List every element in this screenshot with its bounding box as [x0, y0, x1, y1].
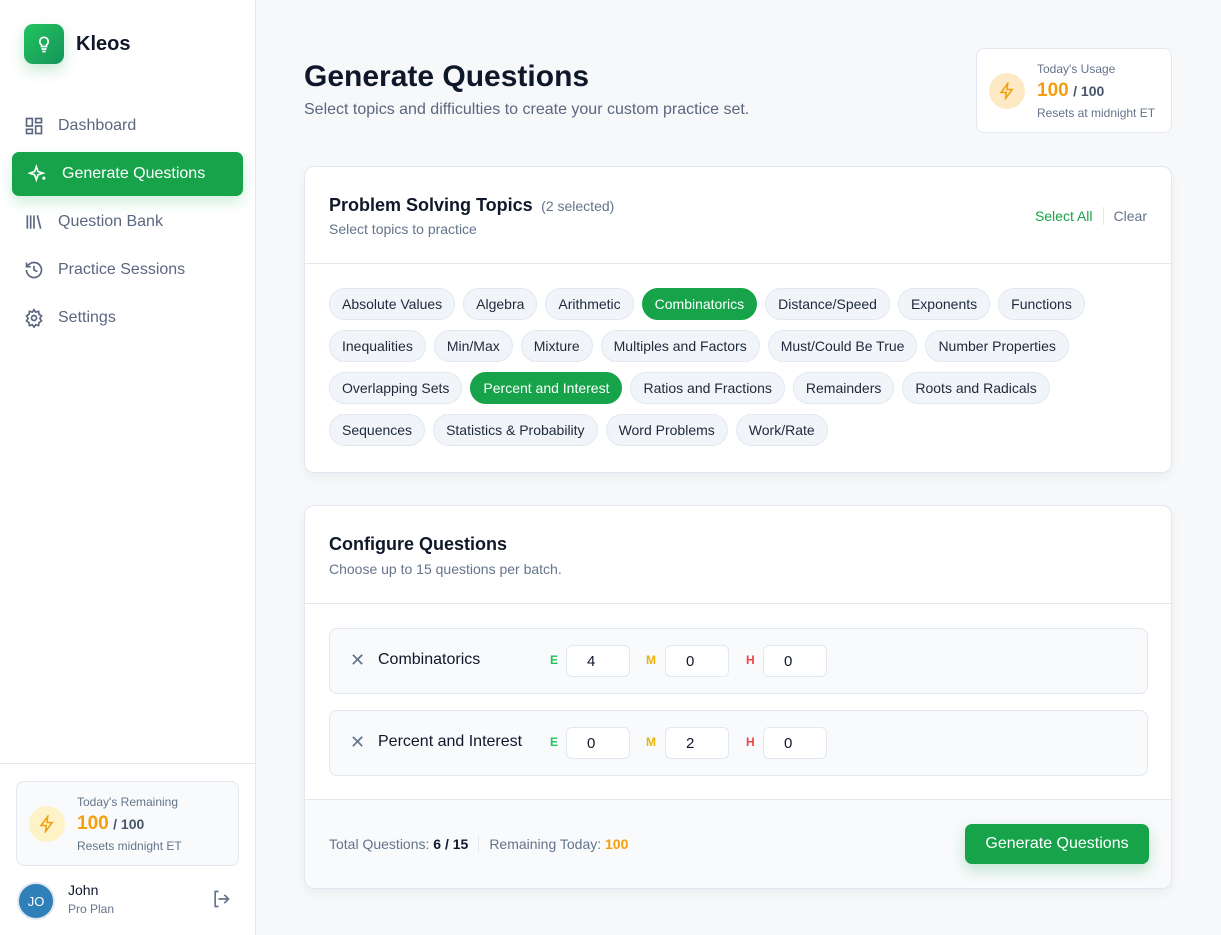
sidebar-item-practice-sessions[interactable]: Practice Sessions — [12, 248, 243, 292]
sidebar-item-label: Question Bank — [58, 213, 163, 230]
logout-icon[interactable] — [211, 889, 231, 914]
sidebar-item-label: Practice Sessions — [58, 261, 186, 278]
user-plan: Pro Plan — [68, 902, 115, 916]
remove-icon[interactable]: ✕ — [350, 650, 366, 670]
usage-total: / 100 — [1073, 83, 1105, 99]
topic-chip[interactable]: Word Problems — [605, 414, 728, 446]
generate-questions-button[interactable]: Generate Questions — [965, 824, 1149, 864]
sparkles-icon — [28, 164, 46, 183]
hard-count-input[interactable]: 0 — [763, 727, 827, 759]
sidebar-footer: Today's Remaining 100 / 100 Resets midni… — [0, 763, 255, 935]
remaining-today-value: 100 — [605, 836, 629, 852]
question-config-row: ✕ Combinatorics E 4 M 0 H 0 — [329, 628, 1148, 694]
gear-icon — [25, 308, 43, 328]
sidebar-nav: Dashboard Generate Questions Question Ba… — [12, 104, 243, 344]
remaining-card: Today's Remaining 100 / 100 Resets midni… — [16, 781, 239, 866]
topic-chip[interactable]: Algebra — [463, 288, 538, 320]
remaining-total: / 100 — [113, 816, 145, 832]
remove-icon[interactable]: ✕ — [350, 732, 366, 752]
total-label: Total Questions: — [329, 836, 430, 852]
medium-count-input[interactable]: 0 — [665, 645, 729, 677]
topic-chip[interactable]: Number Properties — [925, 330, 1069, 362]
divider — [1102, 207, 1104, 225]
clear-button[interactable]: Clear — [1113, 208, 1147, 224]
lightning-icon — [29, 806, 65, 842]
topic-chip[interactable]: Exponents — [897, 288, 991, 320]
configure-title: Configure Questions — [329, 534, 508, 554]
topic-chip[interactable]: Overlapping Sets — [329, 372, 463, 404]
usage-label: Today's Usage — [1037, 62, 1116, 76]
sidebar-item-label: Generate Questions — [62, 165, 206, 182]
topics-title: Problem Solving Topics — [329, 195, 533, 215]
topic-chip[interactable]: Work/Rate — [735, 414, 828, 446]
topics-card: Problem Solving Topics (2 selected) Sele… — [304, 166, 1172, 473]
hard-label: H — [746, 653, 755, 667]
sidebar-item-label: Settings — [58, 309, 116, 326]
remaining-today-label: Remaining Today: — [489, 836, 602, 852]
medium-label: M — [646, 735, 656, 749]
sidebar-item-question-bank[interactable]: Question Bank — [12, 200, 243, 244]
usage-value: 100 — [1037, 80, 1069, 101]
sidebar-item-settings[interactable]: Settings — [12, 296, 243, 340]
page-title: Generate Questions — [304, 60, 590, 93]
topic-chip[interactable]: Statistics & Probability — [433, 414, 598, 446]
selected-count: (2 selected) — [541, 198, 615, 214]
total-value: 6 / 15 — [433, 836, 469, 852]
topic-chips: Absolute Values Algebra Arithmetic Combinat… — [305, 264, 1145, 446]
sidebar-item-dashboard[interactable]: Dashboard — [12, 104, 243, 148]
easy-count-input[interactable]: 0 — [566, 727, 630, 759]
divider — [478, 836, 480, 852]
topic-chip[interactable]: Remainders — [792, 372, 895, 404]
topic-chip[interactable]: Combinatorics — [641, 288, 758, 320]
topic-chip[interactable]: Functions — [998, 288, 1085, 320]
question-config-row: ✕ Percent and Interest E 0 M 2 H 0 — [329, 710, 1148, 776]
easy-count-input[interactable]: 4 — [566, 645, 630, 677]
lightning-icon — [989, 73, 1025, 109]
sidebar-item-generate-questions[interactable]: Generate Questions — [12, 152, 243, 196]
easy-label: E — [550, 653, 559, 667]
topic-chip[interactable]: Ratios and Fractions — [630, 372, 785, 404]
usage-card: Today's Usage 100 / 100 Resets at midnig… — [976, 48, 1172, 133]
hard-label: H — [746, 735, 755, 749]
topic-chip[interactable]: Absolute Values — [329, 288, 456, 320]
topic-chip[interactable]: Roots and Radicals — [902, 372, 1050, 404]
lightbulb-logo-icon[interactable] — [24, 24, 64, 64]
sidebar: Kleos Dashboard Generate Questions Quest… — [0, 0, 256, 935]
topic-chip[interactable]: Must/Could Be True — [767, 330, 918, 362]
grid-icon — [25, 117, 43, 135]
topic-chip[interactable]: Mixture — [520, 330, 593, 362]
medium-count-input[interactable]: 2 — [665, 727, 729, 759]
topic-chip[interactable]: Min/Max — [433, 330, 513, 362]
medium-label: M — [646, 653, 656, 667]
configure-card: Configure Questions Choose up to 15 ques… — [304, 505, 1172, 889]
row-topic: Combinatorics — [378, 651, 481, 668]
library-icon — [26, 215, 42, 229]
topic-chip[interactable]: Arithmetic — [545, 288, 634, 320]
history-icon — [25, 261, 43, 279]
topic-chip[interactable]: Distance/Speed — [765, 288, 890, 320]
brand-name: Kleos — [76, 33, 131, 55]
sidebar-item-label: Dashboard — [58, 117, 137, 134]
easy-label: E — [550, 735, 559, 749]
topic-chip[interactable]: Sequences — [329, 414, 426, 446]
remaining-note: Resets midnight ET — [77, 839, 182, 853]
select-all-button[interactable]: Select All — [1034, 208, 1093, 224]
configure-subtitle: Choose up to 15 questions per batch. — [329, 561, 562, 577]
configure-footer: Total Questions: 6 / 15 Remaining Today:… — [305, 799, 1171, 888]
row-topic: Percent and Interest — [378, 733, 523, 750]
topic-chip[interactable]: Inequalities — [329, 330, 426, 362]
topics-subtitle: Select topics to practice — [329, 221, 477, 237]
page-subtitle: Select topics and difficulties to create… — [304, 101, 750, 118]
avatar[interactable]: JO — [17, 882, 55, 920]
user-name: John — [68, 882, 99, 898]
hard-count-input[interactable]: 0 — [763, 645, 827, 677]
usage-note: Resets at midnight ET — [1037, 106, 1156, 120]
remaining-label: Today's Remaining — [77, 795, 179, 809]
topic-chip[interactable]: Percent and Interest — [470, 372, 623, 404]
topic-chip[interactable]: Multiples and Factors — [600, 330, 760, 362]
remaining-value: 100 — [77, 813, 109, 834]
